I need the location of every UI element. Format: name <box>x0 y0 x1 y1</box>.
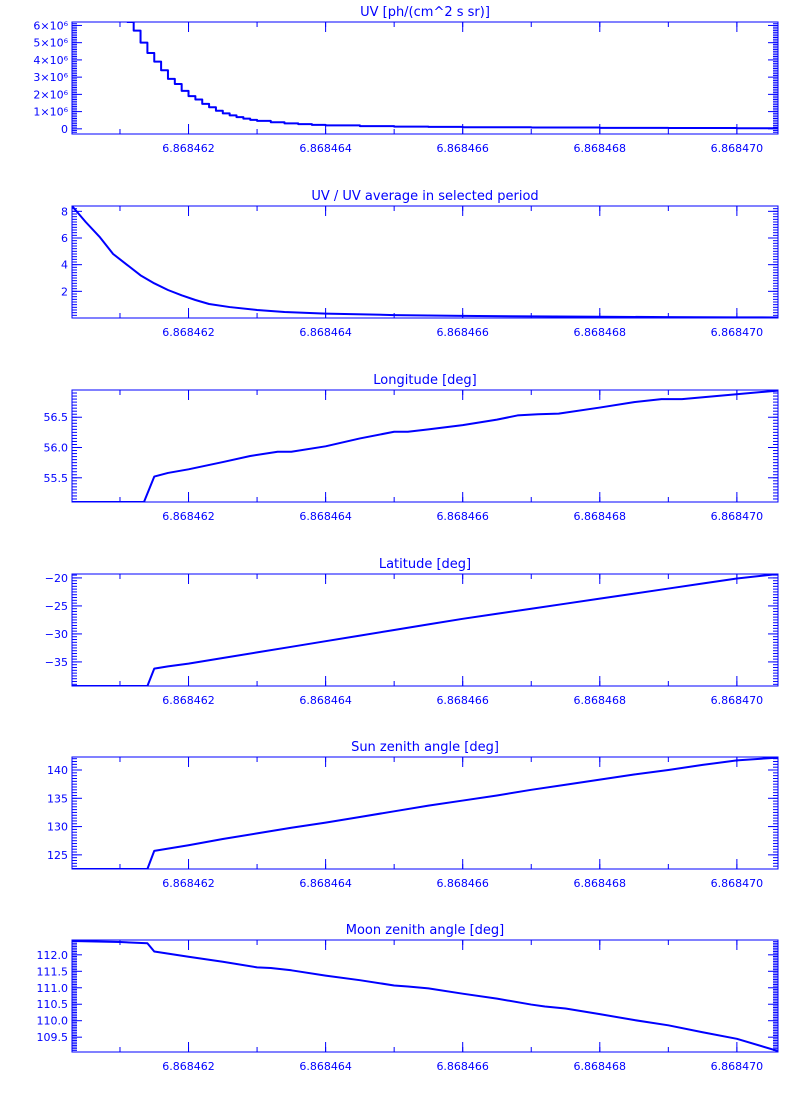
chart-title: Longitude [deg] <box>373 373 476 388</box>
x-tick-label: 6.868466 <box>436 1060 489 1073</box>
x-tick-label: 6.868462 <box>162 510 215 523</box>
x-tick-label: 6.868470 <box>711 877 764 890</box>
x-tick-label: 6.868470 <box>711 1060 764 1073</box>
chart-panel-3: Longitude [deg] 6.868462 6.868464 6.868466 6… <box>44 373 779 523</box>
plot-frame <box>71 21 779 135</box>
y-tick-label: 3×10⁶ <box>33 71 68 84</box>
y-tick-label: −35 <box>45 656 68 669</box>
chart-panel-5: Sun zenith angle [deg] 6.868462 6.868464 6.… <box>47 740 779 890</box>
x-tick-label: 6.868468 <box>574 1060 627 1073</box>
x-tick-label: 6.868468 <box>574 326 627 339</box>
x-tick-label: 6.868464 <box>299 326 352 339</box>
x-tick-label: 6.868462 <box>162 694 215 707</box>
x-tick-label: 6.868468 <box>574 142 627 155</box>
x-tick-label: 6.868470 <box>711 142 764 155</box>
x-tick-label: 6.868462 <box>162 1060 215 1073</box>
y-tick-label: 56.5 <box>44 411 69 424</box>
x-tick-label: 6.868462 <box>162 142 215 155</box>
data-series-line-1 <box>72 940 778 1052</box>
y-tick-label: 4×10⁶ <box>33 54 68 67</box>
y-tick-label: 55.5 <box>44 472 69 485</box>
data-series-line-1 <box>126 22 778 130</box>
y-tick-label: 135 <box>47 792 68 805</box>
y-tick-label: 111.0 <box>37 982 69 995</box>
x-tick-label: 6.868464 <box>299 694 352 707</box>
y-tick-label: 8 <box>61 205 68 218</box>
x-tick-label: 6.868468 <box>574 694 627 707</box>
y-tick-label: 109.5 <box>37 1031 69 1044</box>
x-tick-label: 6.868464 <box>299 142 352 155</box>
y-tick-label: 6×10⁶ <box>33 19 68 32</box>
plot-frame <box>71 756 779 870</box>
y-tick-label: 0 <box>61 123 68 136</box>
x-tick-label: 6.868462 <box>162 877 215 890</box>
chart-panel-6: Moon zenith angle [deg] 6.868462 6.868464 6… <box>37 923 779 1073</box>
data-series-line-1 <box>72 574 778 686</box>
chart-panel-1: UV [ph/(cm^2 s sr)] 6.868462 6.868464 6.868… <box>33 5 779 155</box>
y-tick-label: 2×10⁶ <box>33 88 68 101</box>
y-tick-label: 1×10⁶ <box>33 106 68 119</box>
y-tick-label: 110.0 <box>37 1015 69 1028</box>
plot-frame <box>71 573 779 687</box>
x-tick-label: 6.868462 <box>162 326 215 339</box>
x-tick-label: 6.868468 <box>574 877 627 890</box>
data-series-line-1 <box>72 206 778 318</box>
x-tick-label: 6.868466 <box>436 142 489 155</box>
x-tick-label: 6.868466 <box>436 877 489 890</box>
y-tick-label: 130 <box>47 821 68 834</box>
y-tick-label: 140 <box>47 764 68 777</box>
chart-panel-2: UV / UV average in selected period 6.8684… <box>61 189 779 339</box>
x-tick-label: 6.868470 <box>711 326 764 339</box>
x-tick-label: 6.868464 <box>299 1060 352 1073</box>
chart-panel-4: Latitude [deg] 6.868462 6.868464 6.868466 6.… <box>45 557 779 707</box>
y-tick-label: −25 <box>45 600 68 613</box>
x-tick-label: 6.868466 <box>436 510 489 523</box>
y-tick-label: −30 <box>45 628 68 641</box>
y-tick-label: 5×10⁶ <box>33 37 68 50</box>
y-tick-label: 56.0 <box>44 442 69 455</box>
x-tick-label: 6.868470 <box>711 510 764 523</box>
x-tick-label: 6.868466 <box>436 326 489 339</box>
y-tick-label: 111.5 <box>37 965 69 978</box>
y-tick-label: 110.5 <box>37 998 69 1011</box>
y-tick-label: 112.0 <box>37 949 69 962</box>
x-tick-label: 6.868470 <box>711 694 764 707</box>
chart-title: UV / UV average in selected period <box>311 189 538 204</box>
y-tick-label: 2 <box>61 285 68 298</box>
chart-title: Sun zenith angle [deg] <box>351 740 499 755</box>
x-tick-label: 6.868468 <box>574 510 627 523</box>
x-tick-label: 6.868466 <box>436 694 489 707</box>
y-tick-label: 6 <box>61 232 68 245</box>
chart-title: Latitude [deg] <box>379 557 471 572</box>
y-tick-label: 4 <box>61 259 68 272</box>
y-tick-label: 125 <box>47 849 68 862</box>
chart-title: Moon zenith angle [deg] <box>346 923 504 938</box>
y-tick-label: −20 <box>45 572 68 585</box>
x-tick-label: 6.868464 <box>299 877 352 890</box>
data-series-line-1 <box>72 757 778 869</box>
chart-title: UV [ph/(cm^2 s sr)] <box>360 5 490 20</box>
data-series-line-1 <box>72 390 778 502</box>
plot-frame <box>71 389 779 503</box>
x-tick-label: 6.868464 <box>299 510 352 523</box>
